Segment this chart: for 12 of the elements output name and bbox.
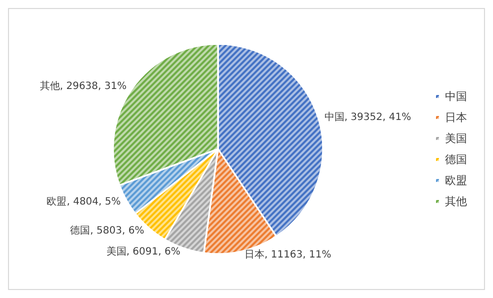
legend-label: 日本 [445,111,467,124]
legend-label: 中国 [445,90,467,103]
legend-label: 美国 [445,132,467,145]
data-label: 其他, 29638, 31% [40,80,127,92]
data-label: 德国, 5803, 6% [70,226,144,237]
data-label: 欧盟, 4804, 5% [46,196,121,208]
legend-label: 德国 [445,153,467,166]
data-label: 美国, 6091, 6% [106,246,180,258]
legend-label: 其他 [445,195,467,208]
legend-label: 欧盟 [445,174,467,187]
data-label: 日本, 11163, 11% [244,248,332,261]
data-label: 中国, 39352, 41% [324,110,412,123]
